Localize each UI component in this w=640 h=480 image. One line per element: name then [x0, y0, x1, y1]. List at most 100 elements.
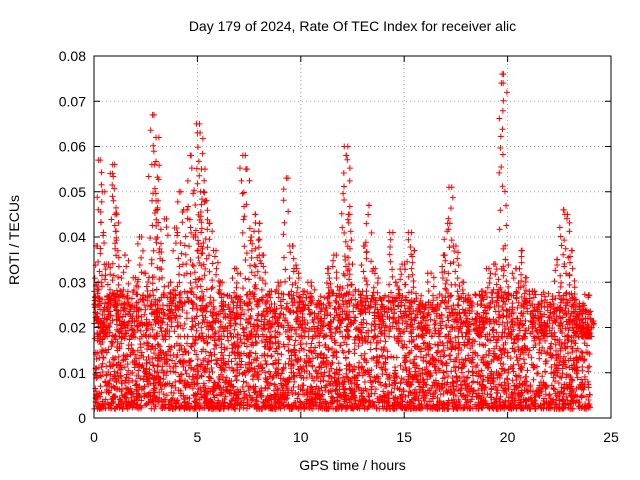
data-point [333, 269, 340, 276]
data-point [123, 263, 130, 270]
data-points [91, 71, 597, 412]
data-point [309, 355, 316, 362]
data-point [159, 363, 166, 370]
data-point [143, 339, 150, 346]
data-point [485, 347, 492, 354]
data-point [126, 318, 133, 325]
data-point [252, 263, 259, 270]
data-point [136, 262, 143, 269]
data-point [359, 372, 366, 379]
data-point [195, 158, 202, 165]
data-point [240, 285, 247, 292]
data-point [207, 294, 214, 301]
data-point [330, 257, 337, 264]
data-point [367, 339, 374, 346]
data-point [213, 361, 220, 368]
data-point [149, 274, 156, 281]
data-point [158, 328, 165, 335]
data-point [262, 369, 269, 376]
data-point [517, 351, 524, 358]
data-point-peak [153, 134, 160, 141]
data-point [398, 337, 405, 344]
data-point [115, 274, 122, 281]
data-point [192, 202, 199, 209]
data-point [285, 291, 292, 298]
data-point [248, 254, 255, 261]
data-point [533, 370, 540, 377]
data-point [198, 324, 205, 331]
data-point [172, 379, 179, 386]
data-point [215, 278, 222, 285]
data-point [548, 340, 555, 347]
data-point [243, 291, 250, 298]
data-point [257, 257, 264, 264]
data-point [242, 256, 249, 263]
data-point [368, 303, 375, 310]
data-point [120, 269, 127, 276]
data-point [194, 144, 201, 151]
data-point [128, 295, 135, 302]
data-point [187, 224, 194, 231]
data-point [99, 360, 106, 367]
data-point [176, 271, 183, 278]
data-point [284, 300, 291, 307]
data-point [93, 355, 100, 362]
data-point [308, 340, 315, 347]
data-point [150, 148, 157, 155]
data-point [125, 367, 132, 374]
data-point [193, 327, 200, 334]
data-point-peak [260, 252, 267, 259]
data-point [304, 320, 311, 327]
data-point [98, 198, 105, 205]
data-point [211, 346, 218, 353]
data-point [152, 190, 159, 197]
data-point [221, 367, 228, 374]
data-point [378, 382, 385, 389]
data-point [261, 316, 268, 323]
data-point [242, 275, 249, 282]
data-point [204, 207, 211, 214]
data-point [193, 165, 200, 172]
data-point [317, 378, 324, 385]
data-point [579, 350, 586, 357]
data-point [388, 353, 395, 360]
data-point [194, 180, 201, 187]
data-point [170, 247, 177, 254]
data-point [246, 177, 253, 184]
data-point [536, 355, 543, 362]
data-point [110, 173, 117, 180]
data-point [581, 291, 588, 298]
data-point [233, 279, 240, 286]
data-point [100, 229, 107, 236]
data-point [156, 276, 163, 283]
data-point [100, 354, 107, 361]
data-point [403, 367, 410, 374]
data-point [383, 371, 390, 378]
data-point [346, 361, 353, 368]
data-point [201, 177, 208, 184]
data-point [209, 284, 216, 291]
data-point [539, 373, 546, 380]
data-point [198, 330, 205, 337]
data-point [199, 135, 206, 142]
data-point [232, 373, 239, 380]
data-point [214, 259, 221, 266]
data-point [516, 327, 523, 334]
data-point [183, 310, 190, 317]
data-point [118, 275, 125, 282]
data-point [483, 302, 490, 309]
data-point [252, 350, 259, 357]
data-point [252, 219, 259, 226]
data-point [185, 203, 192, 210]
data-point [240, 189, 247, 196]
data-point [280, 197, 287, 204]
data-point [92, 385, 99, 392]
data-point [435, 365, 442, 372]
data-point [242, 361, 249, 368]
data-point [534, 301, 541, 308]
data-point [321, 369, 328, 376]
data-point [213, 271, 220, 278]
data-point-peak [198, 166, 205, 173]
data-point [181, 288, 188, 295]
data-point [247, 262, 254, 269]
